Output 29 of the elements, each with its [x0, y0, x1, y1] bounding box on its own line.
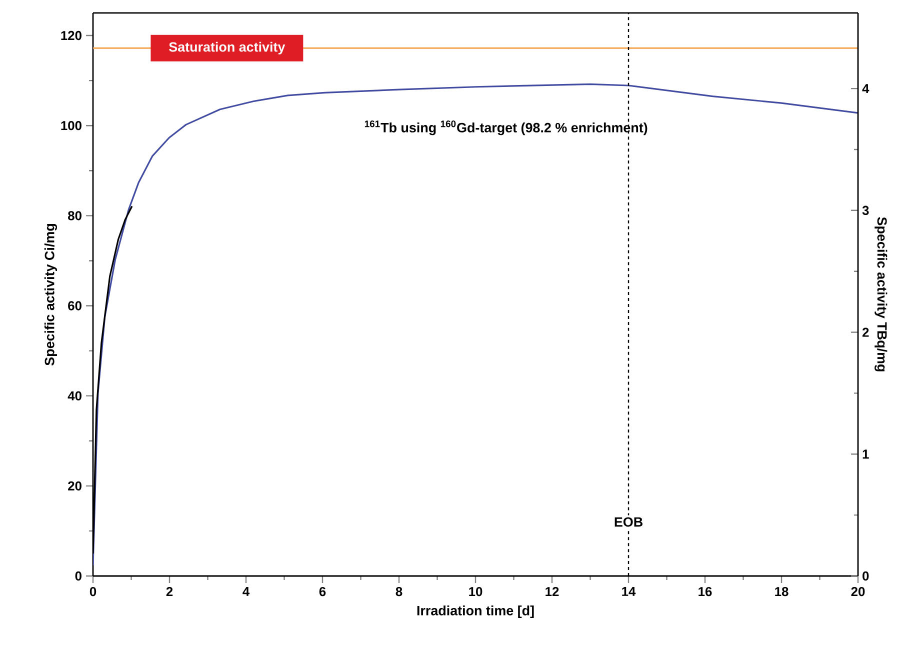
- x-tick-label: 8: [396, 586, 402, 596]
- y-tick-label: 20: [68, 481, 82, 490]
- y-tick-label: 40: [68, 391, 82, 400]
- y-tick-label: 60: [68, 301, 82, 310]
- y2-tick-label: 0: [862, 571, 869, 581]
- x-tick-label: 2: [166, 586, 173, 596]
- y2-tick-label: 1: [862, 450, 869, 459]
- x-tick-label: 10: [469, 586, 482, 596]
- x-tick-label: 14: [622, 586, 636, 596]
- y-tick-label: 80: [68, 211, 82, 220]
- x-tick-label: 18: [775, 586, 788, 596]
- y-tick-label: 0: [75, 571, 82, 581]
- x-tick-label: 6: [319, 586, 326, 596]
- ref-line-label: EOB: [614, 517, 642, 527]
- y2-axis-title: Specific activity TBq/mg: [874, 217, 888, 372]
- x-tick-label: 4: [242, 586, 250, 596]
- x-tick-label: 12: [546, 586, 559, 596]
- y2-tick-label: 2: [862, 328, 869, 337]
- y2-tick-label: 4: [862, 84, 870, 93]
- x-tick-label: 16: [698, 586, 712, 596]
- y-axis-title: Specific activity Ci/mg: [44, 224, 58, 366]
- x-tick-label: 20: [851, 586, 865, 596]
- y-tick-label: 120: [61, 30, 82, 40]
- y2-tick-label: 3: [862, 206, 869, 215]
- x-axis-title: Irradiation time [d]: [417, 605, 534, 618]
- annotation: $^{161}$Tb using $^{160}$Gd-target (98.2 % enrichment): [364, 120, 648, 136]
- x-tick-label: 0: [90, 586, 96, 596]
- y-tick-label: 100: [61, 121, 82, 130]
- ref-line-label: Saturation activity: [169, 42, 286, 54]
